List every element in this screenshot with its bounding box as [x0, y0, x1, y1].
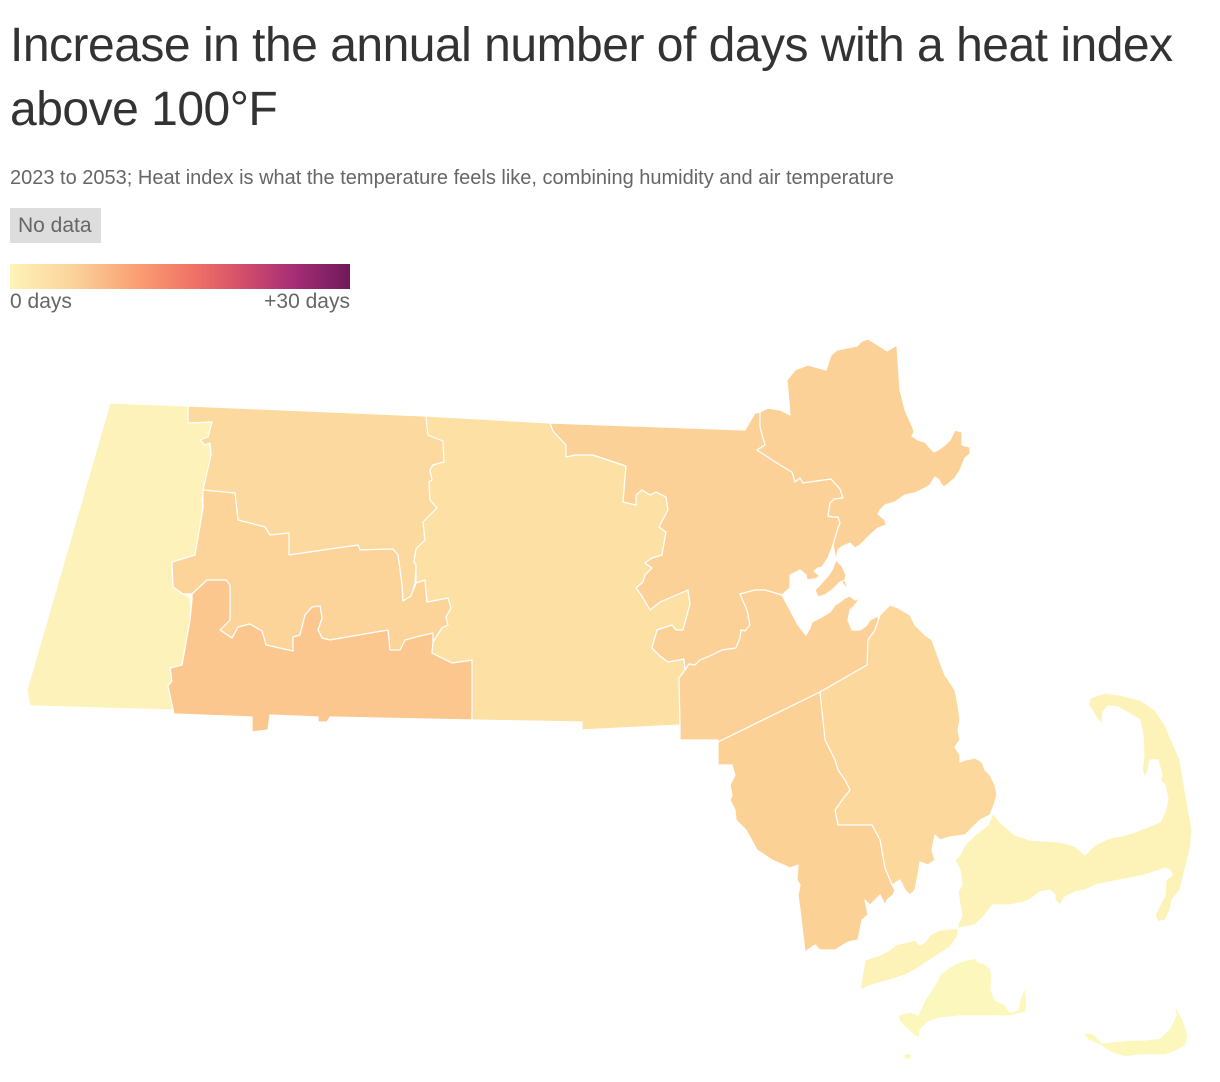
color-scale-legend-bar [10, 264, 350, 289]
chart-title: Increase in the annual number of days wi… [10, 19, 1173, 136]
legend-max-label: +30 days [264, 290, 350, 313]
color-scale-labels: 0 days +30 days [10, 290, 350, 314]
county-nantucket[interactable] [1082, 989, 1189, 1058]
legend-min-label: 0 days [10, 290, 72, 313]
county-hampden[interactable] [167, 579, 473, 733]
county-essex[interactable] [756, 338, 971, 591]
county-barnstable[interactable] [859, 692, 1193, 991]
no-data-legend-badge: No data [10, 208, 101, 243]
chart-subtitle: 2023 to 2053; Heat index is what the tem… [10, 167, 894, 189]
county-suffolk[interactable] [814, 559, 847, 598]
county-bristol[interactable] [717, 691, 896, 953]
county-dukes[interactable] [897, 957, 1028, 1061]
